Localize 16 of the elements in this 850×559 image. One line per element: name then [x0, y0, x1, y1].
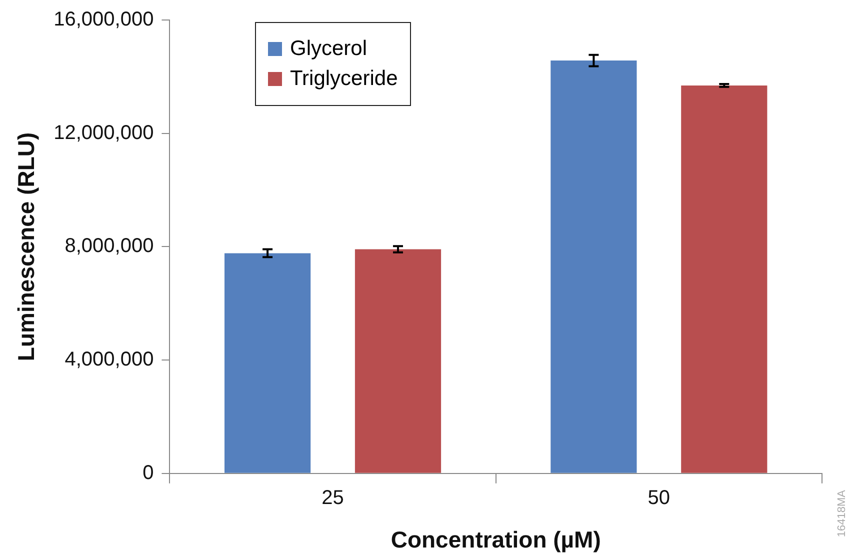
x-tick-label: 50: [648, 486, 670, 509]
text: 16418MA: [836, 490, 848, 538]
y-tick-label: 8,000,000: [64, 235, 154, 258]
bar: [681, 85, 768, 473]
y-axis-title: Luminescence (RLU): [13, 132, 40, 362]
y-tick-label: 4,000,000: [64, 348, 154, 371]
bar: [354, 249, 442, 473]
x-tick-label: 25: [322, 486, 344, 509]
bar: [224, 253, 311, 473]
legend-label: Triglyceride: [290, 67, 398, 91]
y-tick-label: 0: [142, 462, 154, 484]
legend-label: Glycerol: [290, 37, 368, 61]
x-axis-title: Concentration (µM): [390, 526, 601, 553]
bar: [550, 60, 637, 473]
y-tick-label: 16,000,000: [54, 8, 154, 31]
y-tick-label: 12,000,000: [54, 122, 154, 144]
